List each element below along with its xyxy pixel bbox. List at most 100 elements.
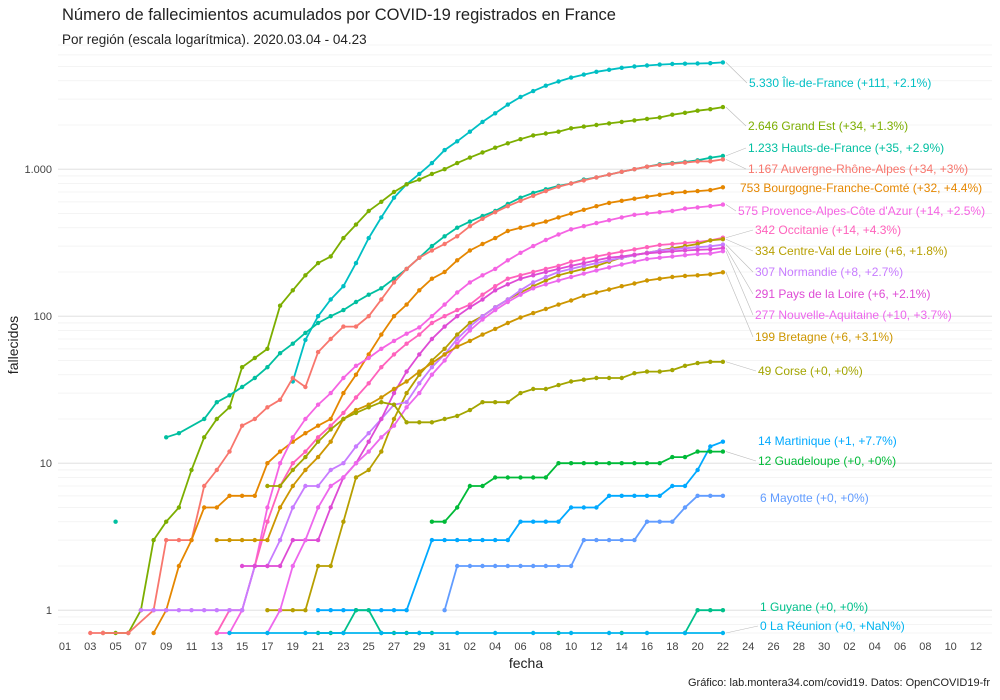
data-point [720, 60, 726, 65]
data-point [543, 386, 548, 392]
data-point [429, 320, 435, 326]
data-point [619, 249, 624, 254]
data-point [619, 493, 624, 498]
data-point [429, 372, 435, 377]
data-point [189, 608, 194, 613]
data-point [568, 269, 574, 275]
data-point [619, 65, 624, 71]
data-point [556, 266, 561, 272]
data-point [720, 237, 726, 242]
data-point [670, 254, 675, 259]
data-point [657, 369, 662, 374]
series-line [443, 494, 723, 611]
x-tick-label: 31 [438, 641, 450, 653]
data-point [341, 410, 346, 416]
series-label: 277 Nouvelle-Aquitaine (+10, +3.7%) [755, 308, 952, 322]
data-point [290, 375, 295, 381]
data-point [391, 386, 397, 392]
data-point [720, 245, 726, 251]
data-point [379, 416, 384, 422]
data-point [720, 449, 726, 454]
data-point [480, 483, 485, 489]
x-tick-label: 29 [413, 641, 425, 653]
data-point [594, 290, 599, 295]
data-point [708, 272, 713, 277]
data-point [429, 365, 435, 370]
data-point [632, 247, 637, 252]
data-point [353, 395, 359, 400]
data-point [328, 467, 333, 473]
leader-line [725, 106, 747, 127]
data-point [531, 193, 536, 198]
data-point [568, 227, 574, 232]
data-point [277, 505, 283, 510]
data-point [682, 160, 688, 165]
data-point [480, 400, 485, 405]
data-point [379, 365, 384, 370]
data-point [531, 88, 536, 94]
data-point [682, 630, 688, 636]
data-point [695, 273, 700, 278]
data-point [695, 205, 700, 210]
data-point [657, 115, 662, 120]
data-point [480, 332, 485, 337]
data-point [366, 355, 371, 361]
y-tick-label: 100 [34, 311, 52, 323]
data-point [353, 372, 359, 377]
x-tick-label: 04 [869, 641, 881, 653]
data-point [227, 493, 232, 498]
data-point [556, 382, 561, 388]
y-tick-label: 1.000 [24, 164, 52, 176]
data-point [303, 337, 308, 343]
data-point [341, 416, 346, 422]
data-point [328, 297, 333, 302]
data-point [290, 563, 295, 569]
data-point [493, 111, 498, 116]
data-point [404, 302, 409, 307]
data-point [277, 608, 283, 613]
data-point [315, 505, 321, 510]
data-point [594, 268, 599, 273]
data-point [391, 314, 397, 319]
data-point [202, 435, 207, 440]
data-point [239, 563, 245, 569]
data-point [480, 317, 485, 322]
data-point [531, 386, 536, 392]
series-label: 6 Mayotte (+0, +0%) [760, 491, 869, 505]
data-point [252, 563, 257, 569]
data-point [303, 384, 308, 390]
data-point [227, 405, 232, 410]
data-point [556, 273, 561, 278]
data-point [543, 269, 548, 275]
data-point [455, 160, 460, 166]
data-point [164, 519, 169, 524]
data-point [404, 369, 409, 374]
data-point [126, 630, 131, 636]
data-point [417, 369, 422, 374]
x-tick-label: 08 [919, 641, 931, 653]
data-point [315, 423, 321, 428]
x-tick-label: 11 [186, 641, 197, 653]
data-point [442, 147, 447, 153]
x-tick-label: 09 [160, 641, 172, 653]
leader-line [725, 204, 737, 212]
data-point [455, 307, 460, 313]
data-point [429, 537, 435, 543]
data-point [429, 314, 435, 319]
data-point [632, 118, 637, 123]
data-point [657, 255, 662, 260]
data-point [708, 187, 713, 193]
data-point [720, 153, 726, 159]
x-tick-label: 25 [363, 641, 375, 653]
data-point [290, 467, 295, 473]
data-point [594, 220, 599, 226]
series-line [216, 271, 724, 541]
data-point [695, 449, 700, 454]
leader-line [725, 62, 748, 84]
data-point [189, 537, 194, 543]
data-point [467, 328, 473, 333]
data-point [455, 630, 460, 636]
data-point [455, 234, 460, 239]
data-point [518, 250, 523, 255]
chart-title: Número de fallecimientos acumulados por … [62, 6, 616, 24]
